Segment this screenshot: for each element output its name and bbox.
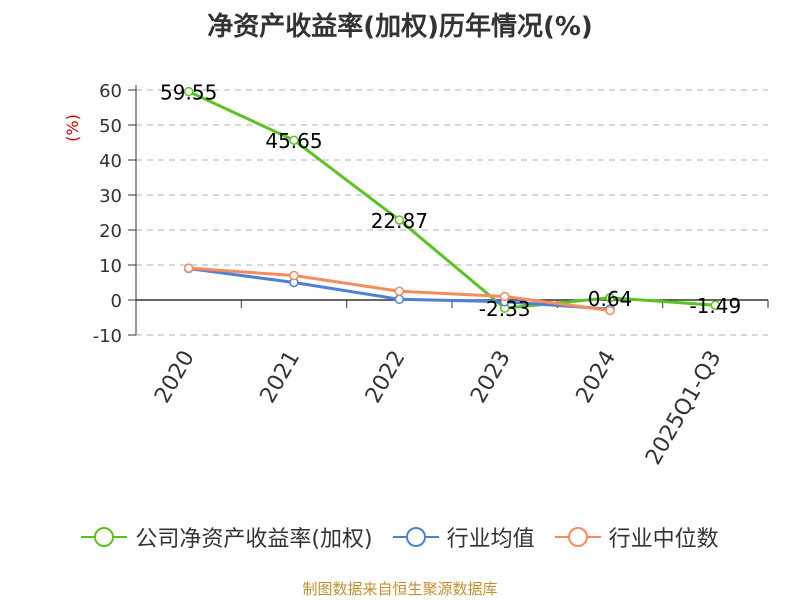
legend-label-industry-median: 行业中位数 <box>608 527 719 552</box>
data-label: -1.49 <box>689 294 741 318</box>
grid-layer <box>136 89 768 336</box>
legend-marker-industry-mean <box>392 527 439 547</box>
legend-marker-company <box>81 527 128 547</box>
data-label: -2.33 <box>479 297 531 321</box>
y-tick-label: 10 <box>99 256 122 277</box>
data-label-layer: 59.55 45.65 22.87 -2.33 0.64 -1.49 <box>160 81 741 322</box>
series-point-0-4 <box>605 293 615 303</box>
y-tick-label: 40 <box>99 151 122 172</box>
x-tick-label: 2020 <box>150 347 200 408</box>
data-label: 59.55 <box>160 81 217 105</box>
legend-label-industry-mean: 行业均值 <box>446 527 535 552</box>
y-tick-label: 60 <box>99 81 122 102</box>
series-layer <box>183 86 721 316</box>
legend-item-industry-median[interactable]: 行业中位数 <box>554 521 719 553</box>
series-point-2-2 <box>394 286 405 296</box>
y-tick-label: 0 <box>111 291 122 312</box>
x-tick-label: 2023 <box>466 346 516 407</box>
legend-item-company[interactable]: 公司净资产收益率(加权) <box>81 521 373 553</box>
series-point-0-1 <box>289 135 299 145</box>
chart-title: 净资产收益率(加权)历年情况(%) <box>207 12 593 42</box>
data-label: 0.64 <box>588 287 633 311</box>
y-tick-label: 50 <box>99 116 122 137</box>
series-point-0-2 <box>394 215 405 225</box>
x-tick-label: 2024 <box>572 347 622 408</box>
legend-label-company: 公司净资产收益率(加权) <box>135 527 373 552</box>
series-point-2-3 <box>499 291 510 302</box>
y-tick-label: 30 <box>99 186 122 207</box>
data-label: 22.87 <box>371 209 428 233</box>
y-tick-label: 20 <box>99 221 122 242</box>
series-point-1-2 <box>394 294 405 305</box>
y-axis-label: (%) <box>63 114 82 142</box>
series-point-2-1 <box>289 270 299 281</box>
y-tick-label: -10 <box>93 326 122 347</box>
x-tick-label: 2025Q1-Q3 <box>641 347 726 470</box>
source-note: 制图数据来自恒生聚源数据库 <box>302 580 498 598</box>
axis-layer: -10 0 10 20 30 40 50 60 2020 2021 2022 2023 2024 2025… <box>93 81 769 470</box>
series-point-2-4 <box>605 305 615 316</box>
series-point-2-0 <box>183 263 194 273</box>
series-point-0-0 <box>183 86 194 97</box>
series-line-0 <box>188 90 716 310</box>
legend-marker-industry-median <box>554 527 601 547</box>
x-tick-label: 2021 <box>256 347 306 408</box>
series-point-0-5 <box>710 300 721 310</box>
x-tick-label: 2022 <box>361 347 411 408</box>
legend: 公司净资产收益率(加权) 行业均值 行业中位数 <box>0 520 800 554</box>
legend-item-industry-mean[interactable]: 行业均值 <box>392 521 535 553</box>
data-label: 45.65 <box>265 129 322 153</box>
